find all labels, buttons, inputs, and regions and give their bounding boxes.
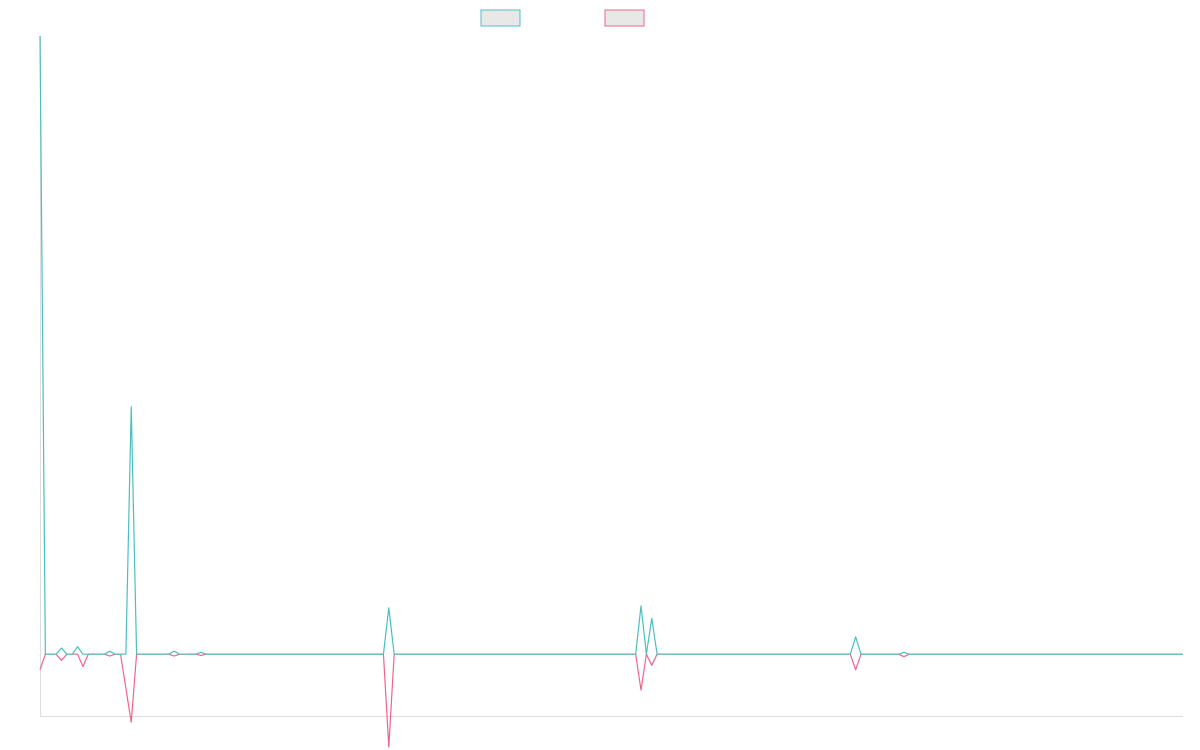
legend: [480, 9, 645, 27]
series-layer: [39, 35, 1183, 748]
series-line-1[interactable]: [39, 35, 1183, 655]
legend-swatch-series-2[interactable]: [604, 9, 645, 27]
legend-swatch-series-1[interactable]: [480, 9, 521, 27]
series-line-2[interactable]: [39, 653, 1183, 748]
axes: [40, 36, 1183, 717]
